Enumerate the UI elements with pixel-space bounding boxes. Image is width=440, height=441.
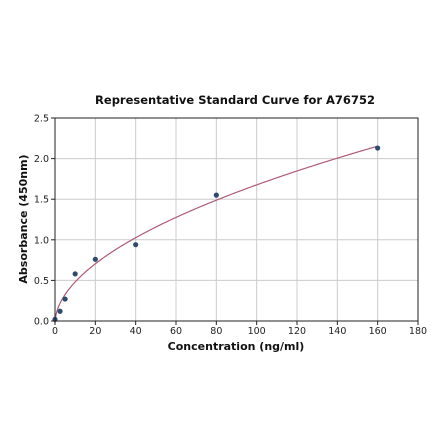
x-tick-label: 0	[52, 326, 58, 337]
x-tick-label: 160	[369, 326, 387, 337]
y-tick-label: 1.0	[34, 235, 49, 246]
y-tick-label: 2.0	[34, 154, 49, 165]
y-tick-label: 0.0	[34, 317, 49, 328]
grid-lines	[54, 117, 419, 322]
data-point	[213, 192, 219, 198]
chart-title: Representative Standard Curve for A76752	[95, 93, 375, 107]
data-point	[62, 296, 68, 302]
plot-frame	[54, 117, 419, 322]
data-point	[133, 242, 139, 248]
fitted-curve	[54, 145, 378, 324]
x-tick-label: 140	[328, 326, 346, 337]
data-point	[375, 145, 381, 151]
fitted-curve-layer	[54, 145, 378, 324]
x-tick-label: 100	[248, 326, 266, 337]
x-tick-label: 40	[130, 326, 142, 337]
data-point	[72, 271, 78, 277]
axis-ticks: 0 20 40 60 80 100 120 140 160 180 0.0 0.5 1.0 1.5 2.0 2…	[34, 114, 427, 338]
y-axis-label: Absorbance (450nm)	[17, 154, 30, 283]
x-tick-label: 80	[210, 326, 222, 337]
y-tick-label: 0.5	[34, 276, 49, 287]
y-tick-label: 2.5	[34, 114, 49, 125]
x-tick-label: 120	[288, 326, 306, 337]
x-tick-label: 180	[409, 326, 427, 337]
y-tick-label: 1.5	[34, 195, 49, 206]
data-point	[92, 256, 98, 262]
data-point	[57, 308, 63, 314]
x-tick-label: 20	[89, 326, 101, 337]
x-tick-label: 60	[170, 326, 182, 337]
x-axis-label: Concentration (ng/ml)	[168, 340, 305, 353]
